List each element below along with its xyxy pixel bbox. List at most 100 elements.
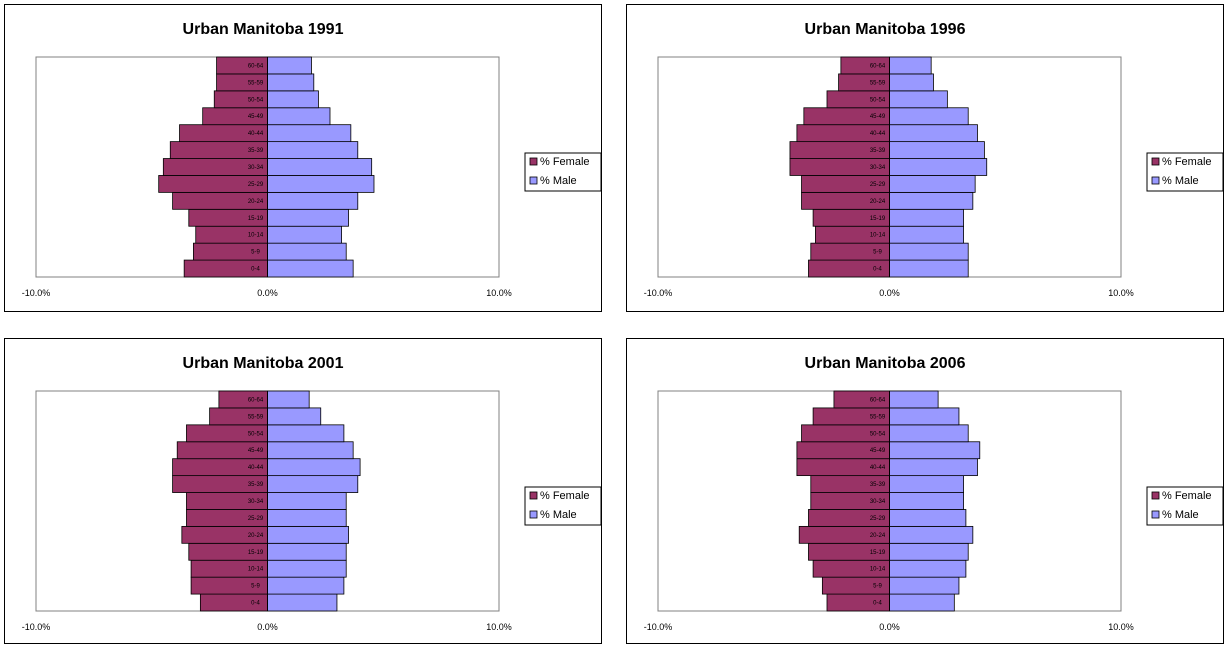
- category-label: 10-14: [248, 233, 264, 239]
- bar-male-60-64: [889, 390, 939, 409]
- bar-male-5-9: [267, 576, 345, 595]
- category-label: 5-9: [873, 584, 882, 590]
- category-label: 45-49: [248, 448, 264, 454]
- bar-male-0-4: [889, 259, 969, 278]
- category-label: 55-59: [870, 80, 886, 86]
- chart-title: Urban Manitoba 2001: [183, 355, 344, 372]
- category-label: 60-64: [870, 63, 886, 69]
- category-label: 15-19: [870, 550, 886, 556]
- legend-label: % Female: [540, 490, 590, 502]
- legend-label: % Female: [1162, 156, 1212, 168]
- bar-male-15-19: [889, 208, 964, 227]
- category-label: 25-29: [248, 182, 264, 188]
- category-label: 30-34: [870, 165, 886, 171]
- category-label: 55-59: [248, 80, 264, 86]
- bar-male-50-54: [267, 424, 345, 443]
- bar-male-15-19: [889, 542, 969, 561]
- category-label: 40-44: [870, 131, 886, 137]
- chart-panel-2001: Urban Manitoba 2001 0-4 5-9 10-14 15-19 20-24…: [4, 338, 602, 644]
- bar-male-30-34: [267, 158, 373, 176]
- category-label: 20-24: [870, 533, 886, 539]
- bar-male-20-24: [889, 191, 974, 210]
- category-label: 0-4: [251, 601, 260, 607]
- bar-male-30-34: [267, 492, 347, 510]
- bar-male-45-49: [889, 107, 969, 126]
- category-label: 5-9: [251, 584, 260, 590]
- bar-male-10-14: [889, 225, 964, 244]
- legend-box: [524, 486, 601, 526]
- category-label: 20-24: [248, 199, 264, 205]
- category-label: 60-64: [870, 397, 886, 403]
- legend-label: % Male: [1162, 509, 1199, 521]
- category-label: 0-4: [873, 267, 882, 273]
- legend-swatch-female: [1151, 157, 1160, 166]
- bar-male-20-24: [889, 525, 974, 544]
- chart-panel-1996: Urban Manitoba 1996 0-4 5-9 10-14 15-19 20-24…: [626, 4, 1224, 312]
- x-tick-label: 10.0%: [1108, 288, 1134, 298]
- category-label: 40-44: [248, 465, 264, 471]
- category-label: 20-24: [248, 533, 264, 539]
- x-tick-label: 0.0%: [257, 622, 278, 632]
- category-label: 35-39: [870, 482, 886, 488]
- bar-male-40-44: [267, 458, 361, 477]
- chart-panel-2006: Urban Manitoba 2006 0-4 5-9 10-14 15-19 20-24…: [626, 338, 1224, 644]
- legend-label: % Male: [540, 509, 577, 521]
- x-tick-label: 0.0%: [879, 622, 900, 632]
- bar-male-45-49: [889, 441, 981, 460]
- bar-male-45-49: [267, 107, 331, 126]
- legend-label: % Male: [540, 175, 577, 187]
- bar-male-50-54: [889, 90, 948, 109]
- bar-male-25-29: [267, 509, 347, 527]
- bar-male-35-39: [889, 141, 985, 159]
- bar-male-0-4: [267, 593, 338, 612]
- category-label: 45-49: [248, 114, 264, 120]
- category-label: 55-59: [870, 414, 886, 420]
- bar-male-10-14: [267, 225, 342, 244]
- category-label: 25-29: [870, 516, 886, 522]
- category-label: 15-19: [248, 550, 264, 556]
- bar-male-60-64: [267, 56, 312, 75]
- x-tick-label: -10.0%: [644, 288, 673, 298]
- bar-male-5-9: [267, 242, 347, 261]
- category-label: 20-24: [870, 199, 886, 205]
- category-label: 60-64: [248, 63, 264, 69]
- legend-label: % Female: [540, 156, 590, 168]
- category-label: 30-34: [248, 165, 264, 171]
- bar-male-35-39: [889, 475, 964, 493]
- bar-male-45-49: [267, 441, 354, 460]
- chart-svg: Urban Manitoba 1991 0-4 5-9 10-14 15-19 20-24…: [22, 21, 601, 298]
- category-label: 35-39: [248, 148, 264, 154]
- category-label: 40-44: [248, 131, 264, 137]
- x-tick-label: 0.0%: [879, 288, 900, 298]
- legend-swatch-female: [529, 157, 538, 166]
- bar-male-20-24: [267, 525, 349, 544]
- legend-box: [1146, 152, 1223, 192]
- bar-male-50-54: [889, 424, 969, 443]
- category-label: 5-9: [873, 250, 882, 256]
- legend-swatch-female: [529, 491, 538, 500]
- bar-male-15-19: [267, 208, 349, 227]
- bar-male-5-9: [889, 576, 960, 595]
- bar-male-10-14: [267, 559, 347, 578]
- category-label: 60-64: [248, 397, 264, 403]
- bar-male-25-29: [267, 175, 375, 193]
- legend-box: [1146, 486, 1223, 526]
- category-label: 50-54: [248, 97, 264, 103]
- category-label: 10-14: [248, 567, 264, 573]
- category-label: 35-39: [870, 148, 886, 154]
- bar-male-40-44: [267, 124, 352, 143]
- legend-label: % Male: [1162, 175, 1199, 187]
- bar-male-15-19: [267, 542, 347, 561]
- chart-svg: Urban Manitoba 2001 0-4 5-9 10-14 15-19 20-24…: [22, 355, 601, 632]
- category-label: 25-29: [248, 516, 264, 522]
- bar-male-10-14: [889, 559, 967, 578]
- bar-male-40-44: [889, 124, 978, 143]
- x-tick-label: 10.0%: [486, 288, 512, 298]
- x-tick-label: 10.0%: [1108, 622, 1134, 632]
- chart-title: Urban Manitoba 2006: [805, 355, 966, 372]
- bar-male-55-59: [267, 73, 315, 92]
- bar-male-40-44: [889, 458, 978, 477]
- category-label: 50-54: [248, 431, 264, 437]
- bar-male-60-64: [889, 56, 932, 75]
- chart-svg: Urban Manitoba 1996 0-4 5-9 10-14 15-19 20-24…: [644, 21, 1223, 298]
